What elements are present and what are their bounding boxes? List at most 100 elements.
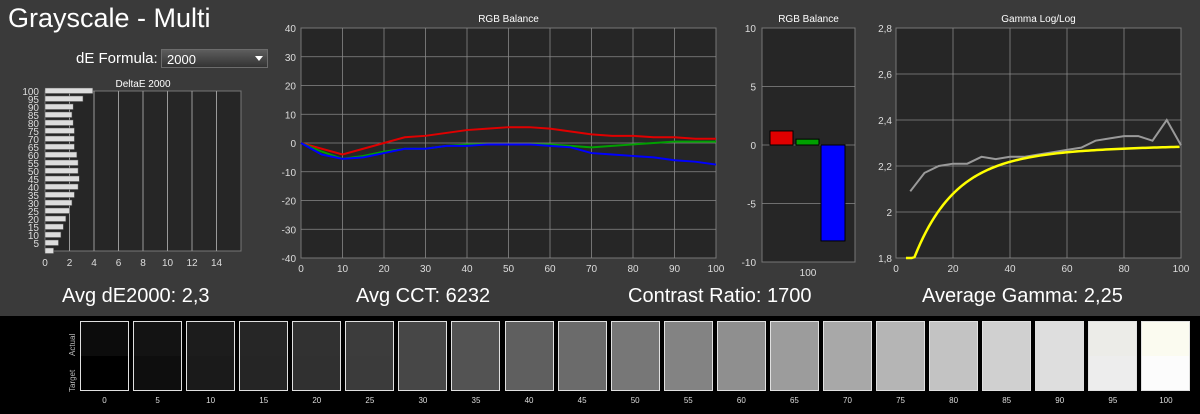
swatch-actual (1036, 322, 1084, 356)
target-label: Target (68, 369, 77, 392)
deltae-y-tick: 100 (22, 87, 39, 98)
rgb-bar-title: RGB Balance (778, 14, 839, 25)
deltae-x-tick: 2 (67, 258, 73, 269)
grayscale-swatch (239, 321, 289, 391)
grayscale-swatch (1035, 321, 1085, 391)
deltae-y-tick: 65 (28, 143, 40, 154)
deltae-x-tick: 10 (162, 258, 174, 269)
swatch-actual (983, 322, 1031, 356)
swatch-target (823, 356, 871, 390)
grayscale-swatch (716, 321, 766, 391)
deltae-y-tick: 20 (28, 215, 40, 226)
swatch-label: 70 (843, 396, 852, 405)
rgb-x-tick: 90 (669, 264, 681, 275)
deltae-y-tick: 80 (28, 119, 40, 130)
swatch-actual (346, 322, 394, 356)
deltae-bar (44, 111, 73, 118)
formula-label: dE Formula: (76, 50, 158, 67)
deltae-bar (44, 231, 62, 238)
swatch-label: 20 (312, 396, 322, 405)
gamma-line-measured (909, 118, 1182, 192)
rgb-y-tick: -20 (282, 197, 297, 208)
swatch-label: 30 (418, 396, 428, 405)
grayscale-swatch (610, 321, 660, 391)
swatch-label: 50 (630, 396, 640, 405)
rgb-bar-blue (820, 144, 846, 242)
swatch-label: 55 (683, 396, 693, 405)
avg-gamma-stat: Average Gamma: 2,25 (922, 285, 1123, 307)
gamma-y-tick: 1,8 (878, 254, 892, 265)
rgb-bar-y-tick: 5 (750, 83, 756, 94)
rgb-bar-x-tick: 100 (800, 268, 817, 279)
swatch-target (399, 356, 447, 390)
deltae-bar (44, 87, 94, 94)
deltae-bar (44, 223, 64, 230)
swatch-target (611, 356, 659, 390)
page-title: Grayscale - Multi (8, 3, 211, 33)
deltae-bar (44, 143, 75, 150)
rgb-x-tick: 10 (337, 264, 349, 275)
deltae-y-tick: 35 (28, 191, 40, 202)
swatch-target (240, 356, 288, 390)
swatch-target (983, 356, 1031, 390)
gamma-x-tick: 20 (947, 264, 959, 275)
grayscale-swatch (557, 321, 607, 391)
deltae-bar (44, 135, 75, 142)
grayscale-swatch (133, 321, 183, 391)
swatch-label: 25 (365, 396, 375, 405)
deltae-bar (44, 247, 54, 254)
swatch-actual (399, 322, 447, 356)
deltae-y-tick: 40 (28, 183, 40, 194)
gamma-x-tick: 40 (1004, 264, 1016, 275)
deltae-y-tick: 50 (28, 167, 40, 178)
actual-label: Actual (68, 333, 77, 356)
deltae-y-tick: 55 (28, 159, 40, 170)
rgb-x-tick: 30 (420, 264, 432, 275)
grayscale-swatch (822, 321, 872, 391)
grayscale-swatch (345, 321, 395, 391)
deltae-bar (44, 167, 79, 174)
deltae-x-tick: 12 (186, 258, 198, 269)
rgb-y-tick: -10 (282, 168, 297, 179)
rgb-x-tick: 70 (586, 264, 598, 275)
swatch-label: 75 (896, 396, 905, 405)
deltae-y-tick: 75 (28, 127, 40, 138)
deltae-bar (44, 119, 74, 126)
rgb-x-tick: 40 (461, 264, 473, 275)
rgb-line-red (300, 126, 716, 156)
grayscale-swatch (504, 321, 554, 391)
deltae-bar (44, 127, 75, 134)
swatch-label: 5 (155, 396, 160, 405)
swatch-actual (877, 322, 925, 356)
deltae-x-tick: 6 (116, 258, 122, 269)
avg-de-stat: Avg dE2000: 2,3 (62, 285, 210, 307)
deltae-bar (44, 199, 73, 206)
rgb-bar-y-tick: 0 (750, 141, 756, 152)
avg-cct-stat: Avg CCT: 6232 (356, 285, 491, 307)
rgb-x-tick: 50 (503, 264, 515, 275)
deltae-x-tick: 8 (140, 258, 146, 269)
swatch-target (558, 356, 606, 390)
gamma-y-tick: 2,4 (878, 116, 892, 127)
deltae-bar (44, 95, 84, 102)
rgb-x-tick: 100 (708, 264, 725, 275)
grayscale-swatch (663, 321, 713, 391)
formula-value: 2000 (167, 52, 196, 67)
chevron-down-icon (255, 56, 263, 61)
swatch-actual (1142, 322, 1190, 356)
deltae-bar (44, 191, 75, 198)
formula-select[interactable]: 2000 (161, 49, 268, 68)
swatch-target (877, 356, 925, 390)
gamma-y-tick: 2,8 (878, 24, 892, 35)
swatch-label: 60 (736, 396, 746, 405)
swatch-label: 90 (1055, 396, 1065, 405)
swatch-target (505, 356, 553, 390)
deltae-y-tick: 10 (28, 231, 40, 242)
grayscale-swatch (186, 321, 236, 391)
rgb-x-tick: 80 (627, 264, 639, 275)
swatch-actual (81, 322, 128, 356)
rgb-line-blue (300, 142, 717, 166)
gamma-plot-area (895, 27, 1182, 259)
swatch-target (770, 356, 818, 390)
